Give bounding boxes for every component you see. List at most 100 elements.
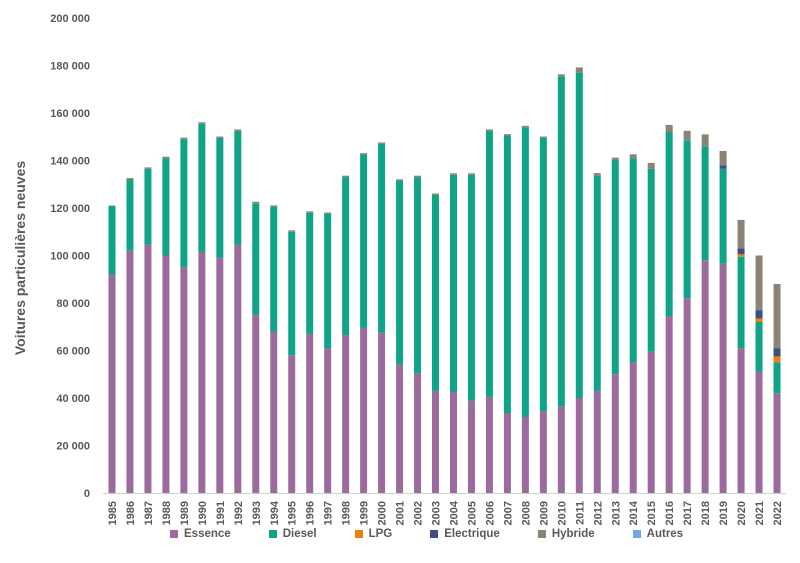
bar-segment-diesel: [755, 322, 763, 372]
bar-segment-hybride: [665, 124, 673, 133]
bar-segment-hybride: [629, 154, 637, 159]
x-tick-label: 2000: [377, 501, 389, 525]
bar-segment-hybride: [755, 255, 763, 311]
x-tick-label: 1999: [359, 501, 371, 525]
legend-swatch: [354, 530, 363, 538]
bar-segment-essence: [719, 263, 727, 493]
y-tick-label: 0: [84, 488, 90, 500]
bar-segment-hybride: [126, 178, 134, 180]
bar-segment-diesel: [719, 168, 727, 264]
bar-segment-diesel: [647, 168, 655, 352]
y-tick-label: 140 000: [50, 156, 90, 168]
bar-segment-essence: [432, 390, 440, 494]
bar-segment-hybride: [324, 212, 332, 214]
bar-segment-essence: [629, 362, 637, 494]
bar-segment-diesel: [234, 130, 242, 245]
bar-segment-diesel: [485, 130, 493, 397]
x-tick-label: 1996: [305, 501, 317, 525]
bar-segment-essence: [755, 371, 763, 494]
bar-segment-diesel: [414, 177, 422, 374]
bar-segment-diesel: [665, 132, 673, 317]
bar-segment-essence: [270, 331, 278, 493]
bar-segment-diesel: [216, 137, 224, 258]
legend-label: LPG: [368, 528, 393, 540]
bar-segment-hybride: [414, 175, 422, 178]
legend-item-electrique: Electrique: [430, 528, 500, 540]
x-tick-label: 2007: [502, 501, 514, 525]
bar-segment-hybride: [234, 129, 242, 131]
legend-item-hybride: Hybride: [537, 528, 595, 540]
x-tick-label: 1988: [161, 501, 173, 525]
bar-segment-diesel: [575, 72, 583, 399]
bar-segment-hybride: [162, 156, 170, 159]
bar-segment-hybride: [396, 179, 404, 181]
x-tick-label: 2009: [538, 501, 550, 525]
bar-segment-electrique: [719, 165, 727, 169]
bar-segment-diesel: [288, 231, 296, 356]
bar-segment-essence: [557, 406, 565, 493]
x-tick-label: 2011: [574, 501, 586, 525]
y-tick-label: 20 000: [56, 441, 90, 453]
x-tick-label: 1987: [143, 501, 155, 525]
bar-segment-essence: [414, 373, 422, 493]
bar-segment-diesel: [683, 140, 691, 299]
x-tick-label: 2005: [466, 501, 478, 525]
bar-segment-diesel: [126, 179, 134, 251]
x-ticks: 1985 1986 1987 1988 1989 1990 1991 1992 1993 1994…: [107, 500, 784, 525]
x-tick-label: 2012: [592, 501, 604, 525]
x-tick-label: 1998: [341, 501, 353, 525]
bar-segment-hybride: [557, 74, 565, 77]
bar-segment-hybride: [647, 162, 655, 169]
bar-segment-diesel: [432, 194, 440, 391]
bar-segment-essence: [396, 364, 404, 493]
bar-segment-hybride: [593, 173, 601, 176]
bar-segment-essence: [647, 351, 655, 493]
bar-segment-lpg: [737, 254, 745, 257]
x-tick-label: 2017: [682, 501, 694, 525]
bar-segment-hybride: [449, 173, 457, 175]
bar-segment-diesel: [593, 175, 601, 391]
bar-segment-electrique: [737, 248, 745, 255]
x-tick-label: 1985: [107, 501, 119, 525]
bar-segment-hybride: [180, 137, 188, 140]
bar-segment-essence: [503, 413, 511, 493]
legend-item-lpg: LPG: [354, 528, 393, 540]
bar-segment-hybride: [360, 153, 368, 155]
bar-segment-essence: [180, 267, 188, 494]
legend: Essence Diesel LPG Electrique Hybride Autres: [170, 528, 721, 540]
x-tick-label: 2019: [718, 501, 730, 525]
y-tick-label: 60 000: [56, 346, 90, 358]
legend-swatch: [537, 530, 546, 538]
bar-segment-essence: [773, 393, 781, 493]
legend-item-diesel: Diesel: [268, 528, 317, 540]
bar-segment-diesel: [198, 123, 206, 252]
bar-segment-essence: [611, 374, 619, 493]
bar-segment-essence: [144, 244, 152, 493]
bar-segment-hybride: [467, 173, 475, 175]
x-tick-label: 1990: [197, 501, 209, 525]
x-tick-label: 1997: [323, 501, 335, 525]
x-tick-label: 2015: [646, 501, 658, 525]
bar-segment-diesel: [252, 203, 260, 315]
bar-segment-essence: [467, 400, 475, 494]
legend-swatch: [268, 530, 277, 538]
bar-segment-hybride: [144, 167, 152, 169]
bar-segment-diesel: [773, 362, 781, 394]
y-tick-label: 40 000: [56, 393, 90, 405]
bar-segment-essence: [252, 314, 260, 494]
bar-segment-diesel: [539, 137, 547, 412]
bar-segment-diesel: [342, 177, 350, 336]
y-tick-label: 200 000: [50, 13, 90, 25]
bar-segment-essence: [216, 257, 224, 494]
x-tick-label: 1989: [179, 501, 191, 525]
bar-segment-essence: [108, 274, 116, 493]
bar-segment-essence: [198, 251, 206, 493]
x-tick-label: 2016: [664, 501, 676, 525]
x-tick-label: 2004: [448, 500, 460, 525]
legend-swatch: [170, 530, 178, 538]
bar-segment-lpg: [755, 318, 763, 322]
legend-item-essence: Essence: [170, 528, 231, 540]
bar-segment-hybride: [539, 136, 547, 138]
bar-segment-diesel: [306, 212, 314, 334]
